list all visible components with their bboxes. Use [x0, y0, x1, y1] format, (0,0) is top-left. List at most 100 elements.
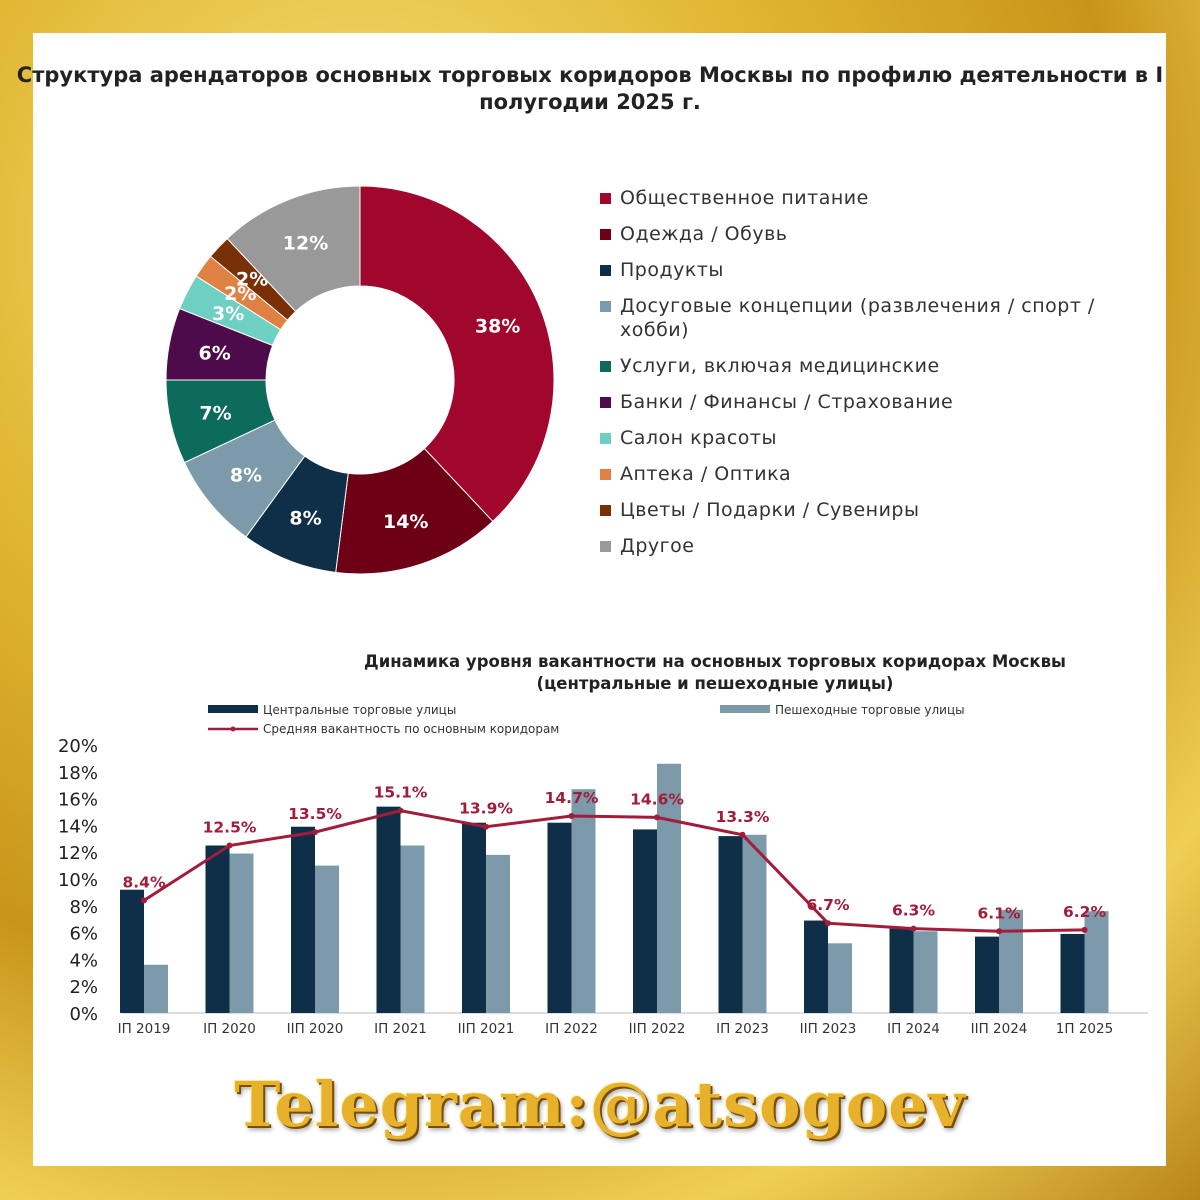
legend-swatch-8 [600, 505, 611, 516]
legend-swatch-4 [600, 361, 611, 372]
average-vacancy-point [226, 842, 233, 849]
legend-swatch-2 [600, 265, 611, 276]
legend-label-7: Аптека / Оптика [620, 463, 792, 485]
bar-pedestrian [315, 865, 339, 1013]
bar-central [462, 822, 486, 1013]
bar-central [975, 936, 999, 1013]
x-tick-label: IП 2021 [374, 1021, 427, 1037]
y-tick-label: 0% [69, 1004, 98, 1025]
legend-item-4: Услуги, включая медицинские [598, 354, 1158, 378]
average-vacancy-label: 6.3% [892, 902, 935, 920]
y-tick-label: 20% [58, 736, 98, 757]
average-vacancy-point [141, 897, 147, 904]
legend-item-6: Салон красоты [598, 426, 1158, 450]
average-vacancy-point [654, 814, 660, 821]
y-tick-label: 2% [69, 977, 98, 998]
donut-slice-label-9: 12% [283, 232, 328, 254]
average-vacancy-label: 6.1% [978, 904, 1021, 922]
legend-swatch-3 [600, 301, 611, 312]
legend-label-1: Одежда / Обувь [620, 223, 788, 245]
average-vacancy-point [312, 829, 318, 836]
bar-central [547, 822, 572, 1013]
legend-label-2: Продукты [620, 259, 724, 281]
x-tick-label: IП 2022 [545, 1021, 598, 1037]
bar-pedestrian [400, 845, 425, 1013]
average-vacancy-point [825, 920, 831, 927]
average-vacancy-label: 13.9% [459, 800, 513, 818]
bar-central [804, 920, 828, 1013]
y-tick-label: 8% [69, 897, 98, 918]
donut-slice-label-3: 8% [230, 464, 262, 486]
average-vacancy-label: 13.3% [716, 808, 770, 826]
x-tick-label: IП 2024 [887, 1021, 940, 1037]
bar-central [120, 889, 144, 1013]
bar-central [889, 928, 914, 1013]
legend-item-8: Цветы / Подарки / Сувениры [598, 498, 1158, 522]
average-vacancy-label: 12.5% [203, 819, 257, 837]
legend-swatch-6 [600, 433, 611, 444]
donut-slice-label-7: 2% [224, 283, 256, 305]
legend-swatch-5 [600, 397, 611, 408]
legend-item-1: Одежда / Обувь [598, 222, 1158, 246]
donut-slice-label-5: 6% [198, 342, 230, 364]
legend-swatch-pedestrian [720, 705, 770, 713]
legend-label-3: Досуговые концепции (развлечения / спорт… [620, 295, 1095, 341]
y-tick-label: 14% [58, 816, 98, 837]
legend-item-0: Общественное питание [598, 186, 1158, 210]
y-tick-label: 18% [58, 763, 98, 784]
telegram-watermark: Telegram:@atsogoev [234, 1068, 966, 1141]
legend-item-2: Продукты [598, 258, 1158, 282]
x-tick-label: 1П 2025 [1056, 1021, 1113, 1037]
legend-swatch-1 [600, 229, 611, 240]
legend-label-5: Банки / Финансы / Страхование [620, 391, 954, 413]
x-tick-label: IIП 2024 [971, 1021, 1028, 1037]
average-vacancy-point [568, 813, 575, 820]
average-vacancy-point [910, 925, 917, 932]
y-tick-label: 4% [69, 950, 98, 971]
average-vacancy-point [1081, 926, 1088, 933]
bar-central [718, 836, 743, 1013]
legend-label-6: Салон красоты [620, 427, 777, 449]
bar-central [633, 829, 657, 1013]
donut-slice-0 [359, 185, 555, 523]
vacancy-bar-chart: Центральные торговые улицы Пешеходные тор… [58, 703, 1148, 1037]
bar-central [376, 806, 401, 1013]
legend-label-8: Цветы / Подарки / Сувениры [620, 499, 920, 521]
legend-marker-average [230, 726, 236, 732]
donut-slice-label-0: 38% [475, 316, 520, 338]
legend-item-7: Аптека / Оптика [598, 462, 1158, 486]
legend-label-central: Центральные торговые улицы [263, 703, 456, 717]
average-vacancy-point [397, 807, 404, 814]
average-vacancy-label: 6.2% [1063, 903, 1106, 921]
donut-slice-label-6: 3% [212, 303, 244, 325]
donut-slice-label-1: 14% [383, 511, 428, 533]
legend-item-9: Другое [598, 534, 1158, 558]
legend-label-average: Средняя вакантность по основным коридора… [263, 722, 559, 736]
legend-swatch-0 [600, 193, 611, 204]
donut-slice-label-2: 8% [289, 508, 321, 530]
y-tick-label: 10% [58, 870, 98, 891]
average-vacancy-label: 15.1% [374, 784, 428, 802]
legend-swatch-7 [600, 469, 611, 480]
average-vacancy-label: 14.7% [545, 789, 599, 807]
y-tick-label: 16% [58, 790, 98, 811]
legend-label-9: Другое [620, 535, 695, 557]
bar-pedestrian [913, 931, 938, 1013]
y-tick-label: 12% [58, 843, 98, 864]
legend-label-0: Общественное питание [620, 187, 869, 209]
legend-label-4: Услуги, включая медицинские [620, 355, 940, 377]
bar-chart-title-line2: (центральные и пешеходные улицы) [536, 674, 894, 693]
bar-chart-title: Динамика уровня вакантности на основных … [290, 651, 1140, 695]
x-tick-label: IIП 2023 [800, 1021, 857, 1037]
legend-item-5: Банки / Финансы / Страхование [598, 390, 1158, 414]
bar-pedestrian [144, 964, 168, 1013]
average-vacancy-point [739, 831, 746, 838]
average-vacancy-point [996, 928, 1002, 935]
legend-swatch-central [208, 705, 258, 713]
legend-label-pedestrian: Пешеходные торговые улицы [775, 703, 965, 717]
bar-pedestrian [571, 789, 596, 1013]
x-tick-label: IIП 2021 [458, 1021, 515, 1037]
average-vacancy-label: 8.4% [123, 873, 166, 891]
x-tick-label: IIП 2022 [629, 1021, 686, 1037]
bar-pedestrian [1084, 911, 1109, 1013]
